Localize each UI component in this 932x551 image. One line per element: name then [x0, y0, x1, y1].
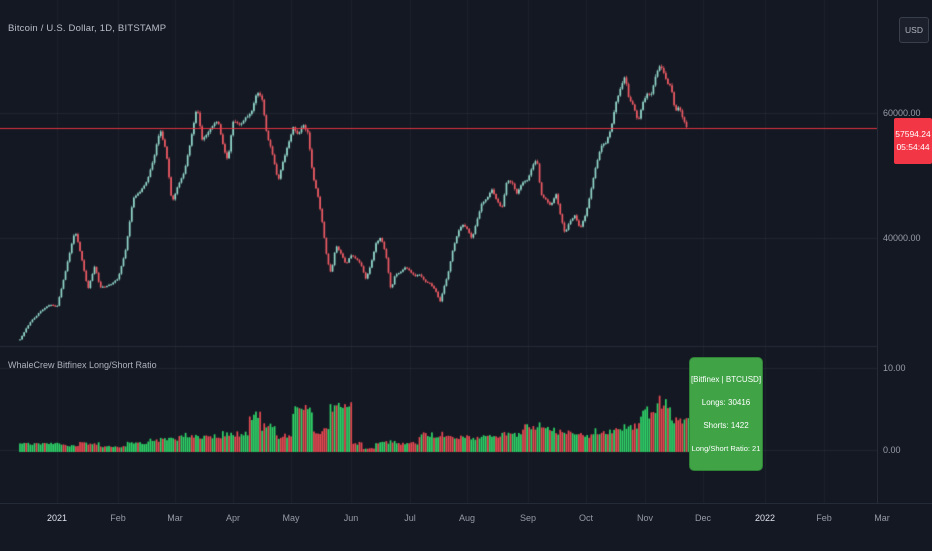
time-axis-label: 2022 [754, 513, 776, 523]
time-axis-label: Mar [874, 513, 890, 523]
tooltip-source: [Bitfinex | BTCUSD] [690, 375, 762, 384]
tooltip-longs: Longs: 30416 [701, 398, 751, 407]
indicator-title[interactable]: WhaleCrew Bitfinex Long/Short Ratio [8, 360, 157, 370]
symbol-title[interactable]: Bitcoin / U.S. Dollar, 1D, BITSTAMP [8, 23, 167, 34]
last-price-value: 57594.24 [895, 129, 931, 139]
time-axis-label: Nov [636, 513, 654, 523]
price-axis-label: 40000.00 [883, 233, 921, 243]
time-axis-label: Mar [167, 513, 183, 523]
time-axis-label: 2021 [46, 513, 68, 523]
price-axis-label: 0.00 [883, 445, 901, 455]
time-axis-label: Apr [225, 513, 241, 523]
currency-toggle-button[interactable]: USD [899, 17, 929, 43]
time-axis-label: Oct [578, 513, 594, 523]
price-axis-label: 60000.00 [883, 108, 921, 118]
tooltip-shorts: Shorts: 1422 [703, 421, 749, 430]
tooltip-ratio: Long/Short Ratio: 21 [691, 444, 761, 453]
time-axis-label: Aug [458, 513, 476, 523]
time-axis[interactable]: 2021 Feb Mar Apr May Jun Jul Aug Sep Oct Nov Dec 202… [0, 503, 932, 551]
price-axis[interactable]: 57594.24 05:54:44 60000.00 40000.00 10.00 0… [877, 0, 932, 503]
time-axis-label: Jun [343, 513, 359, 523]
last-price-badge: 57594.24 05:54:44 [894, 118, 932, 164]
time-axis-label: Jul [404, 513, 416, 523]
time-axis-label: Feb [110, 513, 126, 523]
time-axis-label: May [282, 513, 300, 523]
indicator-tooltip: [Bitfinex | BTCUSD] Longs: 30416 Shorts:… [689, 357, 763, 471]
time-axis-label: Feb [816, 513, 832, 523]
time-axis-label: Dec [694, 513, 712, 523]
price-axis-label: 10.00 [883, 363, 906, 373]
time-axis-label: Sep [519, 513, 537, 523]
bar-countdown: 05:54:44 [896, 142, 930, 152]
